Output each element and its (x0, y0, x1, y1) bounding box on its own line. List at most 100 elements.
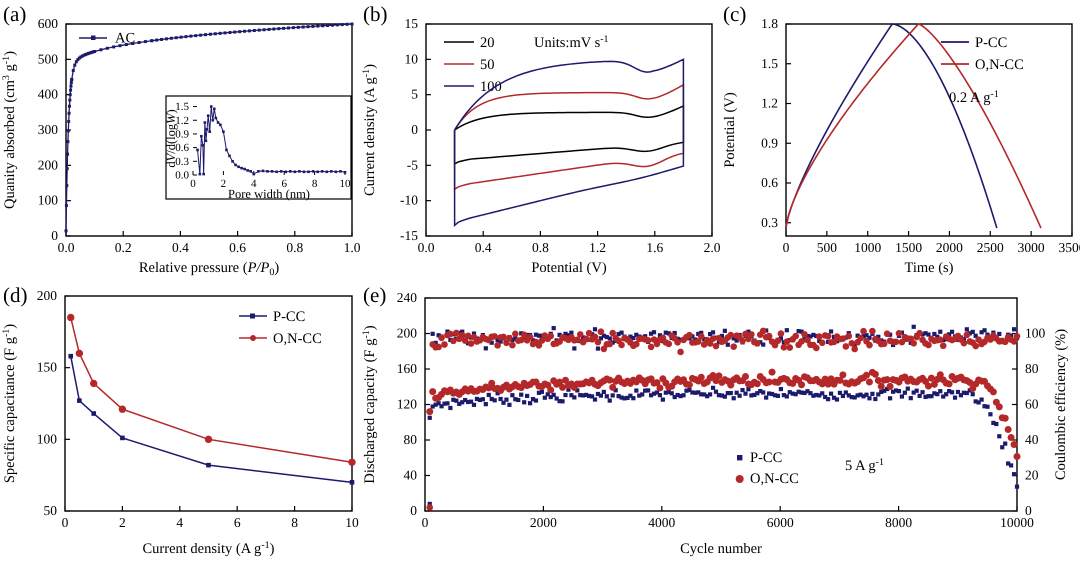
svg-text:600: 600 (38, 16, 59, 31)
svg-text:0.0: 0.0 (58, 240, 75, 255)
svg-text:200: 200 (38, 157, 59, 172)
svg-text:0: 0 (411, 122, 418, 137)
svg-text:1.2: 1.2 (589, 240, 606, 255)
svg-text:6: 6 (234, 515, 241, 530)
svg-text:2500: 2500 (977, 240, 1004, 255)
svg-text:0.8: 0.8 (286, 240, 303, 255)
svg-text:(c): (c) (723, 2, 746, 26)
svg-text:3500: 3500 (1059, 240, 1080, 255)
svg-text:6000: 6000 (767, 515, 794, 530)
svg-text:Coulombic efficiency (%): Coulombic efficiency (%) (1053, 329, 1069, 480)
svg-text:2: 2 (221, 178, 227, 190)
svg-text:0.0: 0.0 (418, 240, 435, 255)
svg-text:0: 0 (422, 515, 429, 530)
svg-text:1.6: 1.6 (646, 240, 663, 255)
svg-text:1500: 1500 (895, 240, 922, 255)
svg-text:O,N-CC: O,N-CC (750, 471, 799, 487)
svg-text:1000: 1000 (854, 240, 881, 255)
svg-text:Discharged capacity (F g-1): Discharged capacity (F g-1) (361, 325, 378, 483)
svg-text:-15: -15 (400, 228, 418, 243)
svg-text:60: 60 (1025, 397, 1039, 412)
svg-text:40: 40 (404, 468, 418, 483)
svg-text:(d): (d) (3, 283, 28, 307)
svg-text:20: 20 (1025, 468, 1039, 483)
svg-text:0.8: 0.8 (532, 240, 549, 255)
svg-text:Units:mV s-1: Units:mV s-1 (534, 34, 609, 51)
svg-text:50: 50 (44, 503, 58, 518)
svg-text:80: 80 (1025, 361, 1039, 376)
svg-text:500: 500 (817, 240, 838, 255)
svg-text:0.2 A g-1: 0.2 A g-1 (949, 89, 999, 106)
svg-text:(e): (e) (363, 283, 386, 307)
svg-text:Cycle number: Cycle number (680, 541, 762, 557)
svg-text:200: 200 (397, 326, 418, 341)
svg-text:300: 300 (38, 122, 59, 137)
svg-text:0: 0 (783, 240, 790, 255)
svg-text:-10: -10 (400, 193, 418, 208)
svg-text:4000: 4000 (648, 515, 675, 530)
svg-text:100: 100 (1025, 326, 1046, 341)
svg-text:2000: 2000 (936, 240, 963, 255)
svg-text:Potential (V): Potential (V) (531, 260, 606, 276)
svg-text:0.4: 0.4 (172, 240, 189, 255)
svg-text:0.6: 0.6 (229, 240, 246, 255)
svg-text:O,N-CC: O,N-CC (273, 331, 322, 347)
svg-text:Quanity absorbed (cm3 g-1): Quanity absorbed (cm3 g-1) (1, 51, 18, 209)
svg-text:150: 150 (37, 360, 58, 375)
svg-text:0.0: 0.0 (175, 170, 189, 182)
svg-text:(b): (b) (363, 2, 388, 26)
svg-text:O,N-CC: O,N-CC (975, 57, 1024, 73)
svg-text:10: 10 (345, 515, 359, 530)
svg-text:Relative pressure (P/P0): Relative pressure (P/P0) (139, 260, 279, 278)
svg-text:80: 80 (404, 432, 418, 447)
svg-text:120: 120 (397, 397, 418, 412)
svg-text:8: 8 (312, 178, 318, 190)
svg-text:Specific capacitance (F g-1): Specific capacitance (F g-1) (1, 324, 18, 483)
svg-text:0: 0 (410, 503, 417, 518)
svg-text:1.0: 1.0 (344, 240, 360, 255)
svg-text:Pore width (nm): Pore width (nm) (228, 187, 310, 201)
svg-text:0: 0 (190, 178, 196, 190)
svg-text:2.0: 2.0 (704, 240, 720, 255)
svg-text:1.5: 1.5 (761, 56, 778, 71)
svg-text:Time (s): Time (s) (904, 260, 953, 276)
svg-text:240: 240 (397, 290, 418, 305)
svg-text:Current density (A g-1): Current density (A g-1) (143, 540, 275, 557)
svg-text:100: 100 (37, 431, 58, 446)
svg-text:1.2: 1.2 (761, 96, 778, 111)
svg-text:8: 8 (291, 515, 298, 530)
svg-text:10: 10 (405, 51, 419, 66)
svg-text:Current density (A g-1): Current density (A g-1) (361, 64, 378, 196)
svg-text:0.4: 0.4 (475, 240, 492, 255)
svg-text:500: 500 (38, 51, 59, 66)
svg-text:P-CC: P-CC (750, 450, 782, 466)
svg-text:(a): (a) (3, 2, 26, 26)
svg-text:Potential (V): Potential (V) (722, 92, 738, 167)
svg-text:20: 20 (480, 35, 495, 51)
svg-text:1.8: 1.8 (761, 16, 778, 31)
svg-text:160: 160 (397, 361, 418, 376)
svg-text:0: 0 (62, 515, 69, 530)
svg-text:200: 200 (37, 288, 58, 303)
svg-text:10000: 10000 (1000, 515, 1034, 530)
svg-text:40: 40 (1025, 432, 1039, 447)
svg-text:2: 2 (119, 515, 126, 530)
svg-text:5: 5 (411, 87, 418, 102)
svg-text:400: 400 (38, 87, 59, 102)
svg-text:5 A g-1: 5 A g-1 (845, 457, 884, 474)
svg-text:4: 4 (176, 515, 183, 530)
svg-text:-5: -5 (407, 157, 418, 172)
svg-text:0.3: 0.3 (761, 215, 778, 230)
svg-text:10: 10 (340, 178, 352, 190)
svg-text:3000: 3000 (1018, 240, 1045, 255)
svg-text:100: 100 (38, 193, 59, 208)
svg-text:P-CC: P-CC (975, 35, 1007, 51)
svg-text:100: 100 (480, 79, 502, 95)
svg-text:8000: 8000 (885, 515, 912, 530)
svg-text:15: 15 (405, 16, 419, 31)
svg-text:0.6: 0.6 (761, 175, 778, 190)
svg-text:dV/d(logW): dV/d(logW) (164, 109, 178, 167)
svg-text:50: 50 (480, 57, 495, 73)
svg-text:0.2: 0.2 (115, 240, 132, 255)
svg-text:P-CC: P-CC (273, 309, 305, 325)
